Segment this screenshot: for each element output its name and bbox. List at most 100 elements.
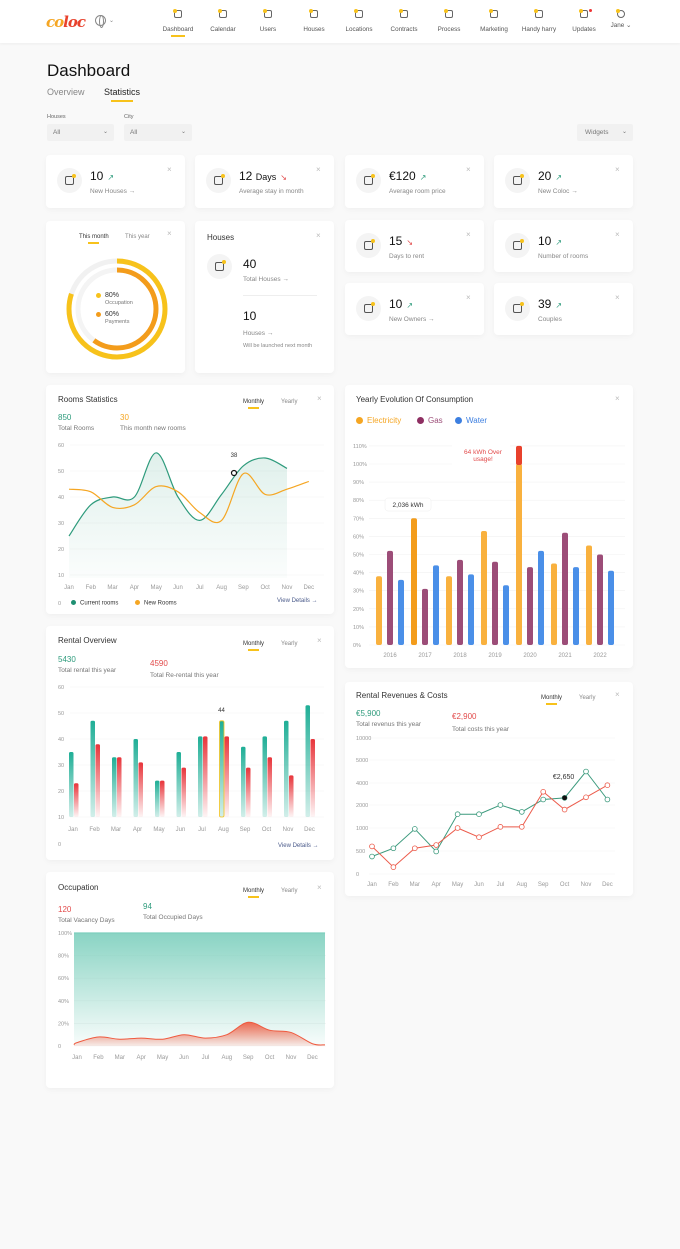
costs-line <box>371 784 608 868</box>
globe-icon[interactable] <box>95 15 106 28</box>
nav-item-updates[interactable]: Updates <box>561 9 607 33</box>
nav-item-contracts[interactable]: Contracts <box>381 9 427 33</box>
x-tick-label: Oct <box>261 585 271 591</box>
close-icon[interactable]: × <box>615 165 620 174</box>
tab-overview[interactable]: Overview <box>47 87 85 97</box>
view-details-link[interactable]: View Details → <box>277 598 318 604</box>
document-icon <box>206 168 231 193</box>
bar-water-2019 <box>503 585 509 645</box>
close-icon[interactable]: × <box>167 229 172 238</box>
legend-label: Current rooms <box>80 600 119 607</box>
costs-point-May <box>454 825 461 831</box>
tab-yearly[interactable]: Yearly <box>281 888 298 894</box>
nav-item-label: Process <box>437 26 461 33</box>
tab-statistics[interactable]: Statistics <box>104 87 140 102</box>
user-menu[interactable]: Jane ⌄ <box>598 9 644 29</box>
consumption-bar-chart: 110% 100% 90% 80% 70% 60% 50% 40% 30% 20% 10% 0% 201… <box>353 443 625 659</box>
page-title: Dashboard <box>47 61 131 80</box>
nav-item-locations[interactable]: Locations <box>336 9 382 33</box>
coloc-logo[interactable]: coloc <box>46 13 86 31</box>
top-navigation: coloc ⌄ Dashboard Calendar Users Houses Loca… <box>0 0 680 43</box>
tab-monthly[interactable]: Monthly <box>541 695 562 705</box>
nav-item-handy-harry[interactable]: Handy harry <box>516 9 562 33</box>
bar-rental-Nov <box>284 720 289 817</box>
tab-monthly[interactable]: Monthly <box>243 641 264 651</box>
x-tick-label: Jun <box>176 827 186 833</box>
close-icon[interactable]: × <box>466 165 471 174</box>
bar-electricity-2017 <box>411 518 417 645</box>
nav-item-users[interactable]: Users <box>245 9 291 33</box>
close-icon[interactable]: × <box>615 394 620 403</box>
widgets-dropdown[interactable]: Widgets ⌄ <box>577 124 633 141</box>
houses-filter-select[interactable]: All ⌄ <box>47 124 114 141</box>
nav-item-marketing[interactable]: Marketing <box>471 9 517 33</box>
upcoming-houses-link[interactable]: Houses → <box>243 330 274 337</box>
close-icon[interactable]: × <box>466 230 471 239</box>
revenue-point-Jul <box>497 802 504 808</box>
nav-item-calendar[interactable]: Calendar <box>200 9 246 33</box>
close-icon[interactable]: × <box>615 690 620 699</box>
stat-label: Average room price <box>389 188 446 195</box>
x-tick-label: Jun <box>474 882 484 888</box>
y-tick-label: 60% <box>58 976 69 982</box>
tab-monthly[interactable]: Monthly <box>243 399 264 409</box>
x-tick-label: May <box>153 827 164 833</box>
nav-item-process[interactable]: Process <box>426 9 472 33</box>
bar-electricity-2022 <box>586 545 592 645</box>
user-name: Jane <box>610 22 625 29</box>
bar-electricity-2021 <box>551 563 557 645</box>
rental-revenues-card: Rental Revenues & Costs Monthly Yearly ×… <box>345 682 633 896</box>
stat-value: 10 ↗ <box>389 297 413 311</box>
total-costs-label: Total costs this year <box>452 726 510 733</box>
y-tick-label: 500 <box>356 849 365 855</box>
tab-this-year[interactable]: This year <box>125 234 150 240</box>
bar-rental-Feb <box>90 720 95 817</box>
stat-label[interactable]: New Houses → <box>90 188 136 195</box>
y-tick-label: 60 <box>58 685 64 691</box>
x-tick-label: Aug <box>218 827 229 833</box>
occupied-area <box>74 933 325 1046</box>
close-icon[interactable]: × <box>317 394 322 403</box>
stat-label: Couples <box>538 316 562 323</box>
close-icon[interactable]: × <box>466 293 471 302</box>
x-tick-label: Aug <box>216 585 227 591</box>
new-rooms-label: This month new rooms <box>120 425 186 432</box>
x-tick-label: Jul <box>196 585 204 591</box>
close-icon[interactable]: × <box>317 883 322 892</box>
close-icon[interactable]: × <box>316 165 321 174</box>
stat-label[interactable]: New Owners → <box>389 316 435 323</box>
x-tick-label: Nov <box>286 1055 297 1061</box>
stat-label[interactable]: New Coloc → <box>538 188 578 195</box>
bar-over-usage <box>516 445 522 465</box>
tab-yearly[interactable]: Yearly <box>281 399 298 405</box>
legend-label: Water <box>466 416 488 425</box>
chevron-down-icon[interactable]: ⌄ <box>109 18 115 24</box>
widgets-label: Widgets <box>585 129 609 136</box>
x-tick-label: Dec <box>303 585 314 591</box>
houses-title: Houses <box>207 233 235 242</box>
view-details-link[interactable]: View Details → <box>278 843 319 849</box>
stat-unit: Days <box>255 172 277 182</box>
close-icon[interactable]: × <box>615 293 620 302</box>
total-revenue-value: €5,900 <box>356 709 381 718</box>
close-icon[interactable]: × <box>317 636 322 645</box>
close-icon[interactable]: × <box>167 165 172 174</box>
tab-yearly[interactable]: Yearly <box>281 641 298 647</box>
bar-water-2021 <box>573 567 579 645</box>
nav-item-houses[interactable]: Houses <box>291 9 337 33</box>
tab-this-month[interactable]: This month <box>79 234 109 244</box>
nav-item-label: Houses <box>303 26 325 33</box>
city-filter-select[interactable]: All ⌄ <box>124 124 192 141</box>
total-houses-link[interactable]: Total Houses → <box>243 276 289 283</box>
notification-badge <box>589 9 592 12</box>
close-icon[interactable]: × <box>316 231 321 240</box>
tab-monthly[interactable]: Monthly <box>243 888 264 898</box>
y-tick-label: 40% <box>58 999 69 1005</box>
nav-item-label: Contracts <box>390 26 418 33</box>
tab-yearly[interactable]: Yearly <box>579 695 596 701</box>
y-tick-label: 0% <box>353 643 361 649</box>
nav-item-dashboard[interactable]: Dashboard <box>155 9 201 37</box>
close-icon[interactable]: × <box>615 230 620 239</box>
x-tick-label: Nov <box>581 882 592 888</box>
y-tick-label: 0 <box>58 1044 61 1050</box>
